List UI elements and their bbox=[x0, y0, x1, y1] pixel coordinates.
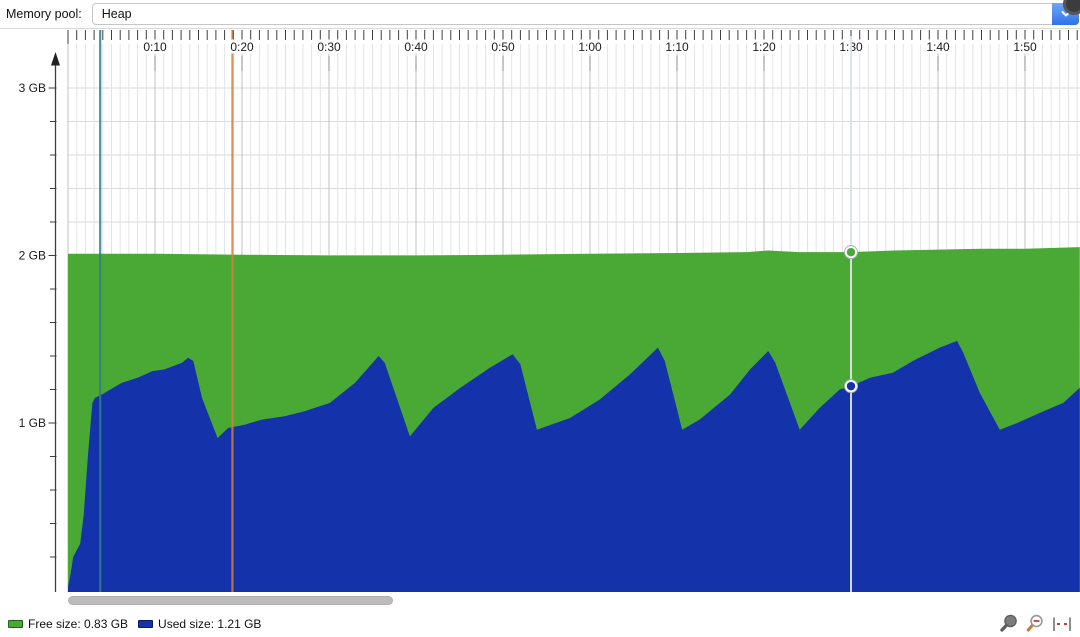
y-axis-arrow bbox=[51, 52, 60, 66]
free-size-label: Free size: 0.83 GB bbox=[28, 616, 129, 631]
svg-text:1 GB: 1 GB bbox=[19, 416, 46, 430]
chart-legend: Free size: 0.83 GB Used size: 1.21 GB bbox=[8, 617, 271, 631]
zoom-out-icon[interactable] bbox=[1024, 613, 1046, 635]
memory-pool-label: Memory pool: bbox=[6, 7, 82, 21]
svg-text:1:00: 1:00 bbox=[578, 40, 602, 54]
memory-pool-toolbar: Memory pool: Heap bbox=[0, 0, 1080, 29]
memory-pool-dropdown[interactable]: Heap bbox=[91, 0, 1080, 25]
memory-chart[interactable]: 0:100:200:300:400:501:001:101:201:301:40… bbox=[0, 29, 1080, 634]
fit-to-window-icon[interactable] bbox=[1050, 613, 1074, 635]
svg-text:0:30: 0:30 bbox=[317, 40, 341, 54]
svg-text:0:50: 0:50 bbox=[491, 40, 515, 54]
used-size-swatch bbox=[138, 619, 154, 628]
used-size-area bbox=[68, 340, 1080, 592]
cursor-artifact bbox=[1063, 0, 1080, 15]
svg-text:1:10: 1:10 bbox=[665, 40, 689, 54]
selection-marker[interactable] bbox=[844, 36, 858, 592]
zoom-controls bbox=[994, 613, 1074, 635]
legend-item-used: Used size: 1.21 GB bbox=[138, 617, 261, 631]
svg-text:2 GB: 2 GB bbox=[19, 249, 46, 263]
time-axis-labels: 0:100:200:300:400:501:001:101:201:301:40… bbox=[138, 39, 1042, 54]
free-size-swatch bbox=[8, 619, 23, 628]
legend-item-free: Free size: 0.83 GB bbox=[8, 617, 128, 631]
memory-pool-value: Heap bbox=[101, 7, 132, 21]
svg-text:1:40: 1:40 bbox=[926, 40, 950, 54]
y-axis: 1 GB 2 GB 3 GB bbox=[19, 52, 60, 592]
used-size-label: Used size: 1.21 GB bbox=[158, 616, 262, 631]
zoom-in-icon[interactable] bbox=[998, 613, 1020, 635]
status-bar: Free size: 0.83 GB Used size: 1.21 GB bbox=[0, 610, 1080, 637]
svg-text:0:10: 0:10 bbox=[143, 40, 167, 54]
svg-text:0:40: 0:40 bbox=[404, 40, 428, 54]
svg-text:1:50: 1:50 bbox=[1013, 40, 1037, 54]
svg-text:0:20: 0:20 bbox=[230, 40, 254, 54]
chart-horizontal-scrollbar[interactable] bbox=[68, 596, 393, 605]
svg-text:1:20: 1:20 bbox=[752, 40, 776, 54]
svg-text:3 GB: 3 GB bbox=[19, 81, 46, 95]
